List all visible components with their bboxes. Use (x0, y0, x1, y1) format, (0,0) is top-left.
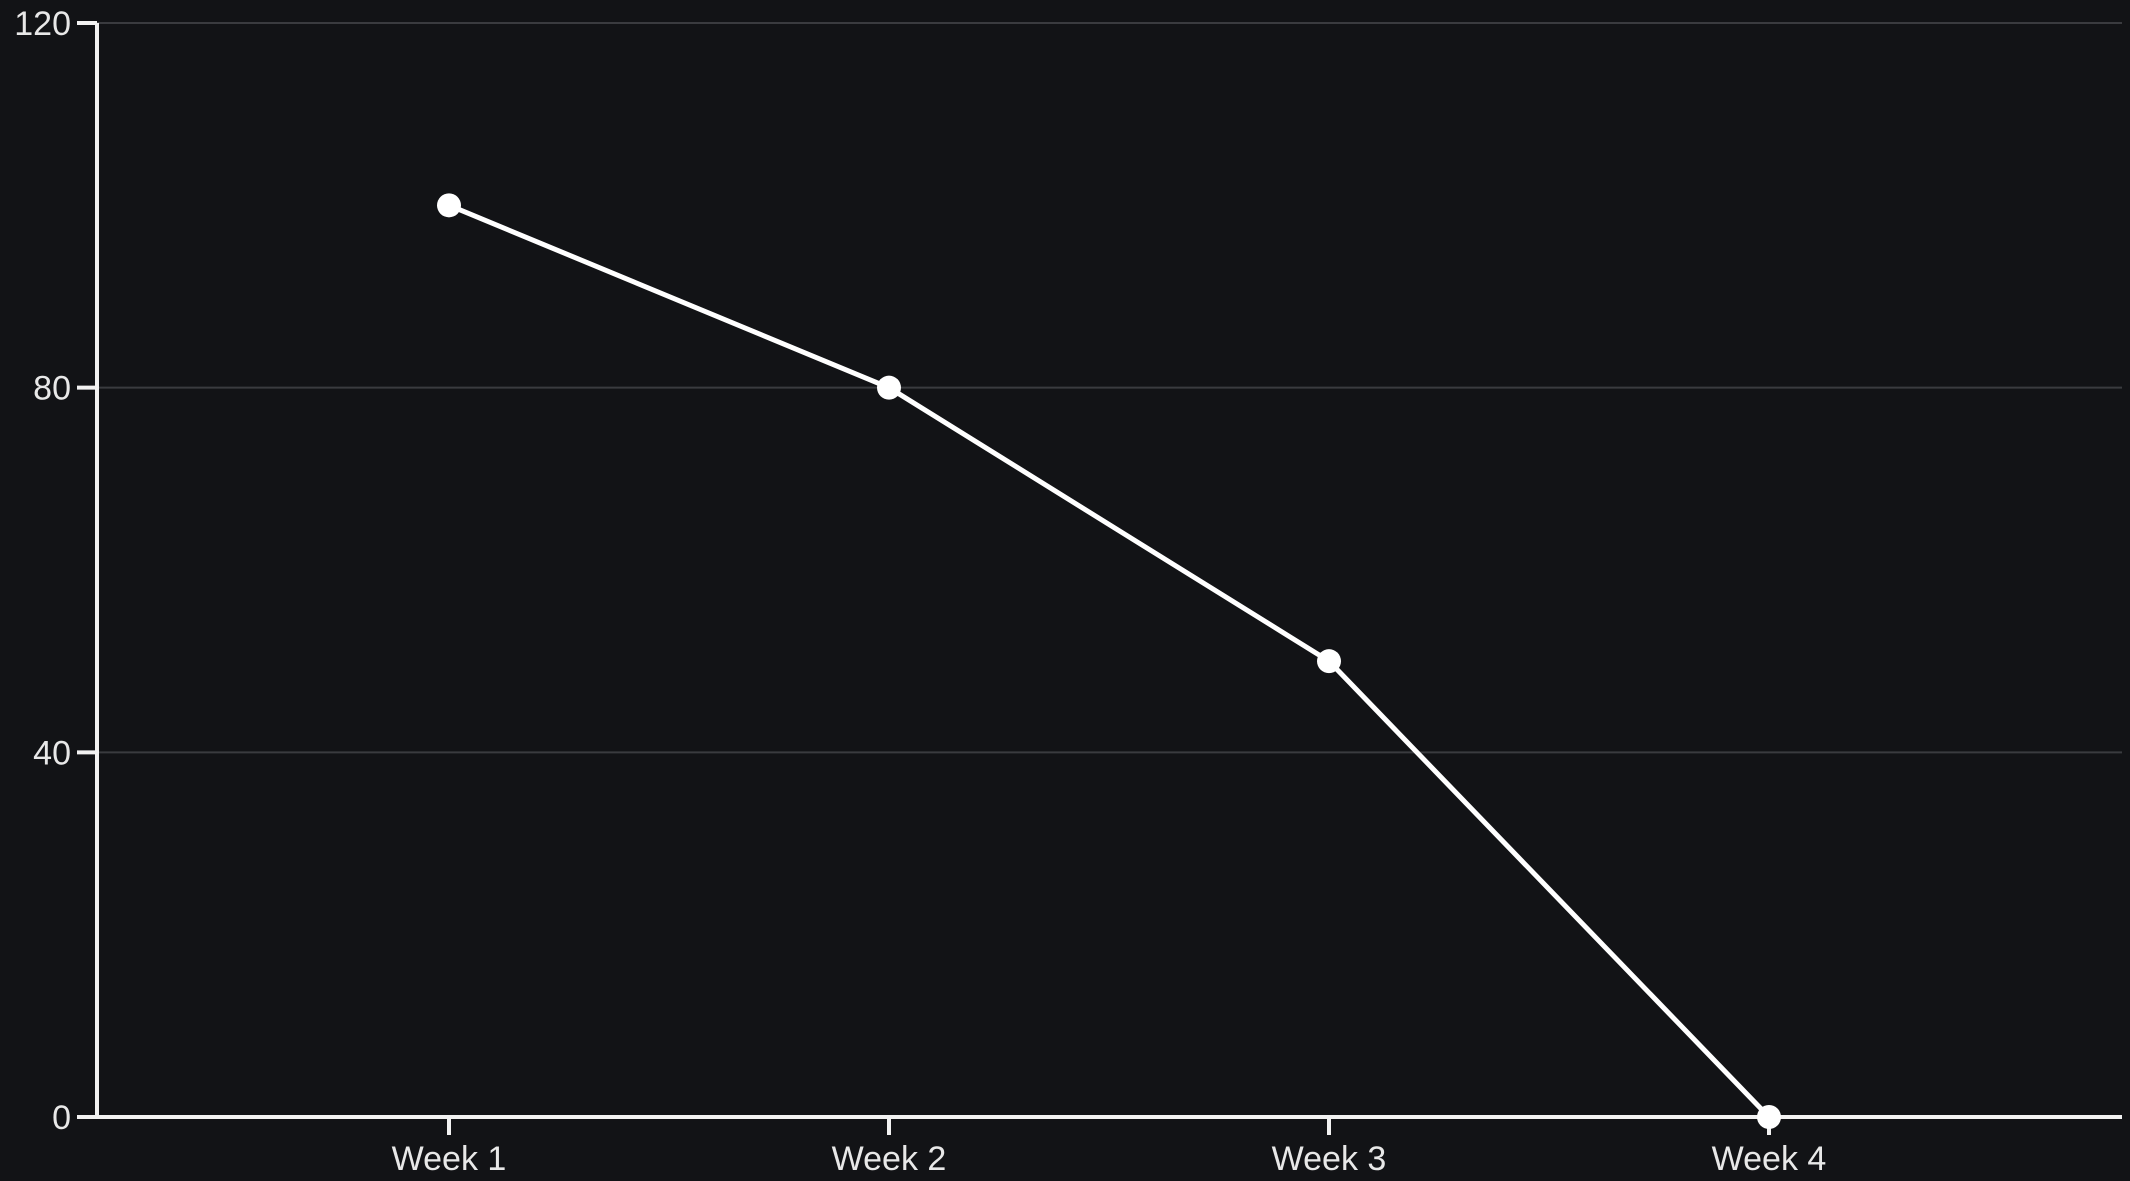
data-point (1757, 1105, 1781, 1129)
x-tick-label: Week 4 (1712, 1140, 1827, 1178)
ticks: 0 40 80 120 Week 1 Week 2 Week 3 Week 4 (14, 5, 1826, 1178)
y-tick-label: 40 (33, 734, 71, 772)
y-tick-label: 0 (52, 1099, 71, 1137)
data-point (437, 193, 461, 218)
series (437, 193, 1781, 1129)
y-tick-label: 80 (33, 370, 71, 408)
series-line (448, 203, 1771, 1119)
x-tick-label: Week 3 (1272, 1140, 1387, 1178)
x-tick-label: Week 1 (392, 1140, 507, 1178)
data-point (877, 375, 901, 400)
axes (95, 23, 2122, 1119)
y-tick-label: 120 (14, 5, 71, 43)
x-tick-label: Week 2 (832, 1140, 947, 1178)
grid-lines (97, 22, 2122, 754)
data-point (1317, 649, 1341, 674)
